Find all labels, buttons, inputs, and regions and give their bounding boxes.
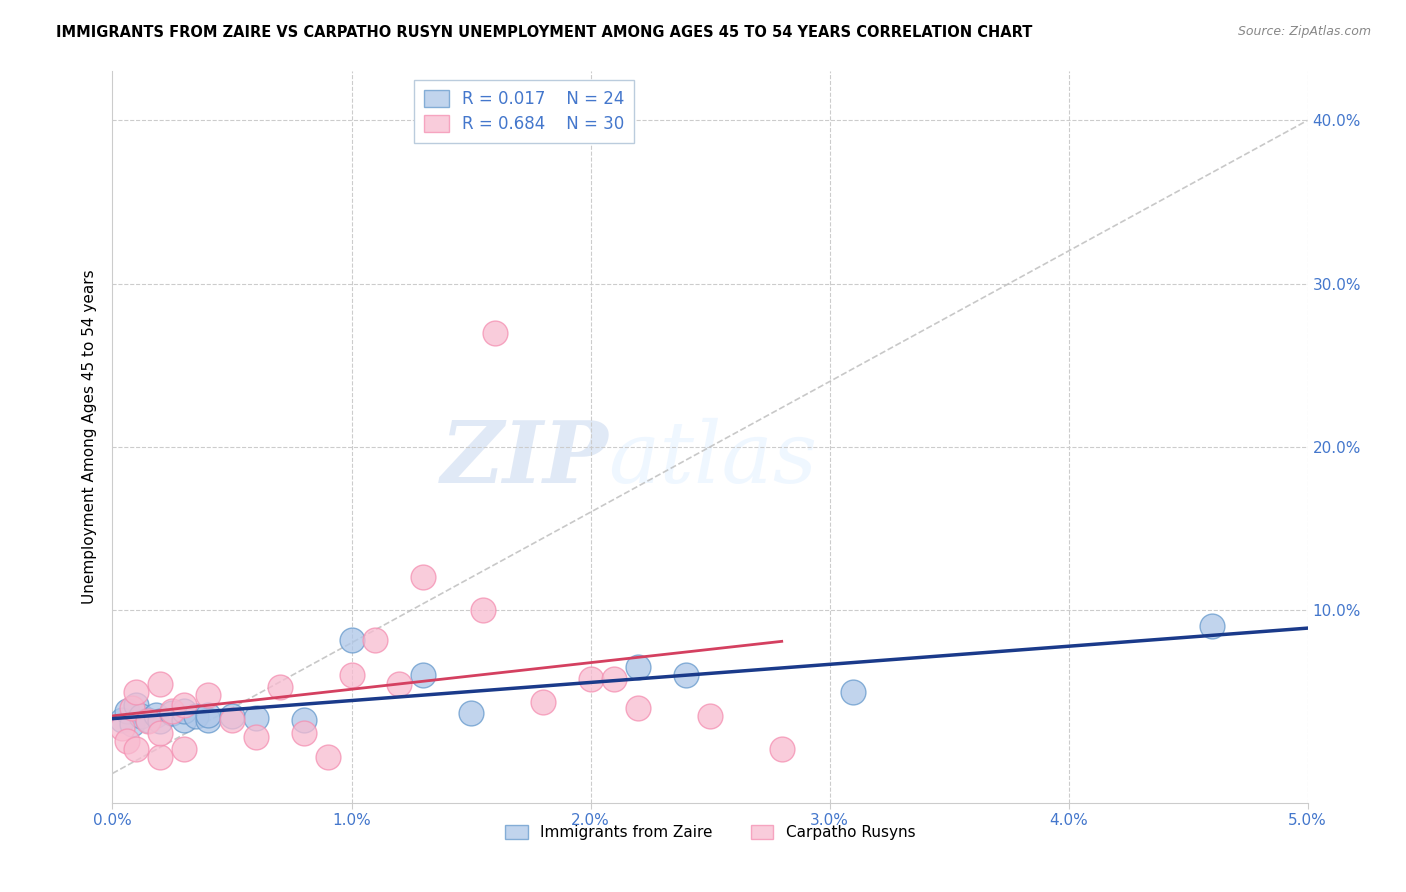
Point bbox=[292, 713, 315, 727]
Point bbox=[115, 705, 138, 719]
Point bbox=[121, 701, 143, 715]
Point bbox=[412, 570, 434, 584]
Point bbox=[111, 721, 134, 735]
Point bbox=[269, 680, 291, 694]
Point bbox=[316, 750, 339, 764]
Point bbox=[699, 709, 721, 723]
Point bbox=[842, 685, 865, 699]
Point bbox=[221, 713, 243, 727]
Point bbox=[173, 705, 195, 719]
Point bbox=[627, 660, 650, 674]
Point bbox=[388, 676, 411, 690]
Point bbox=[162, 706, 183, 720]
Point bbox=[221, 709, 243, 723]
Text: ZIP: ZIP bbox=[440, 417, 609, 500]
Point bbox=[173, 713, 195, 727]
Y-axis label: Unemployment Among Ages 45 to 54 years: Unemployment Among Ages 45 to 54 years bbox=[82, 269, 97, 605]
Point bbox=[603, 672, 626, 686]
Point bbox=[245, 711, 267, 725]
Text: IMMIGRANTS FROM ZAIRE VS CARPATHO RUSYN UNEMPLOYMENT AMONG AGES 45 TO 54 YEARS C: IMMIGRANTS FROM ZAIRE VS CARPATHO RUSYN … bbox=[56, 25, 1032, 40]
Point bbox=[675, 668, 697, 682]
Point bbox=[115, 733, 138, 747]
Point bbox=[149, 750, 172, 764]
Point bbox=[129, 709, 152, 723]
Point bbox=[627, 701, 650, 715]
Point bbox=[149, 714, 172, 728]
Point bbox=[245, 731, 267, 745]
Point bbox=[197, 688, 219, 702]
Point bbox=[340, 632, 363, 647]
Point bbox=[138, 714, 160, 728]
Point bbox=[197, 707, 219, 722]
Point bbox=[460, 706, 482, 720]
Point bbox=[484, 326, 506, 340]
Point bbox=[173, 698, 195, 712]
Point bbox=[125, 742, 148, 756]
Point bbox=[770, 742, 793, 756]
Point bbox=[531, 695, 554, 709]
Point bbox=[472, 603, 495, 617]
Point bbox=[149, 725, 172, 739]
Point bbox=[149, 676, 172, 690]
Point bbox=[340, 668, 363, 682]
Point bbox=[1201, 619, 1223, 633]
Point bbox=[186, 709, 208, 723]
Point bbox=[579, 672, 602, 686]
Legend: Immigrants from Zaire, Carpatho Rusyns: Immigrants from Zaire, Carpatho Rusyns bbox=[499, 819, 921, 847]
Point bbox=[173, 742, 195, 756]
Point bbox=[292, 725, 315, 739]
Point bbox=[145, 707, 167, 722]
Text: Source: ZipAtlas.com: Source: ZipAtlas.com bbox=[1237, 25, 1371, 38]
Point bbox=[125, 698, 148, 712]
Point bbox=[364, 632, 387, 647]
Text: atlas: atlas bbox=[609, 417, 817, 500]
Point bbox=[197, 713, 219, 727]
Point bbox=[138, 713, 160, 727]
Point bbox=[121, 717, 143, 731]
Point bbox=[412, 668, 434, 682]
Point bbox=[125, 685, 148, 699]
Point bbox=[162, 705, 183, 719]
Point bbox=[111, 713, 134, 727]
